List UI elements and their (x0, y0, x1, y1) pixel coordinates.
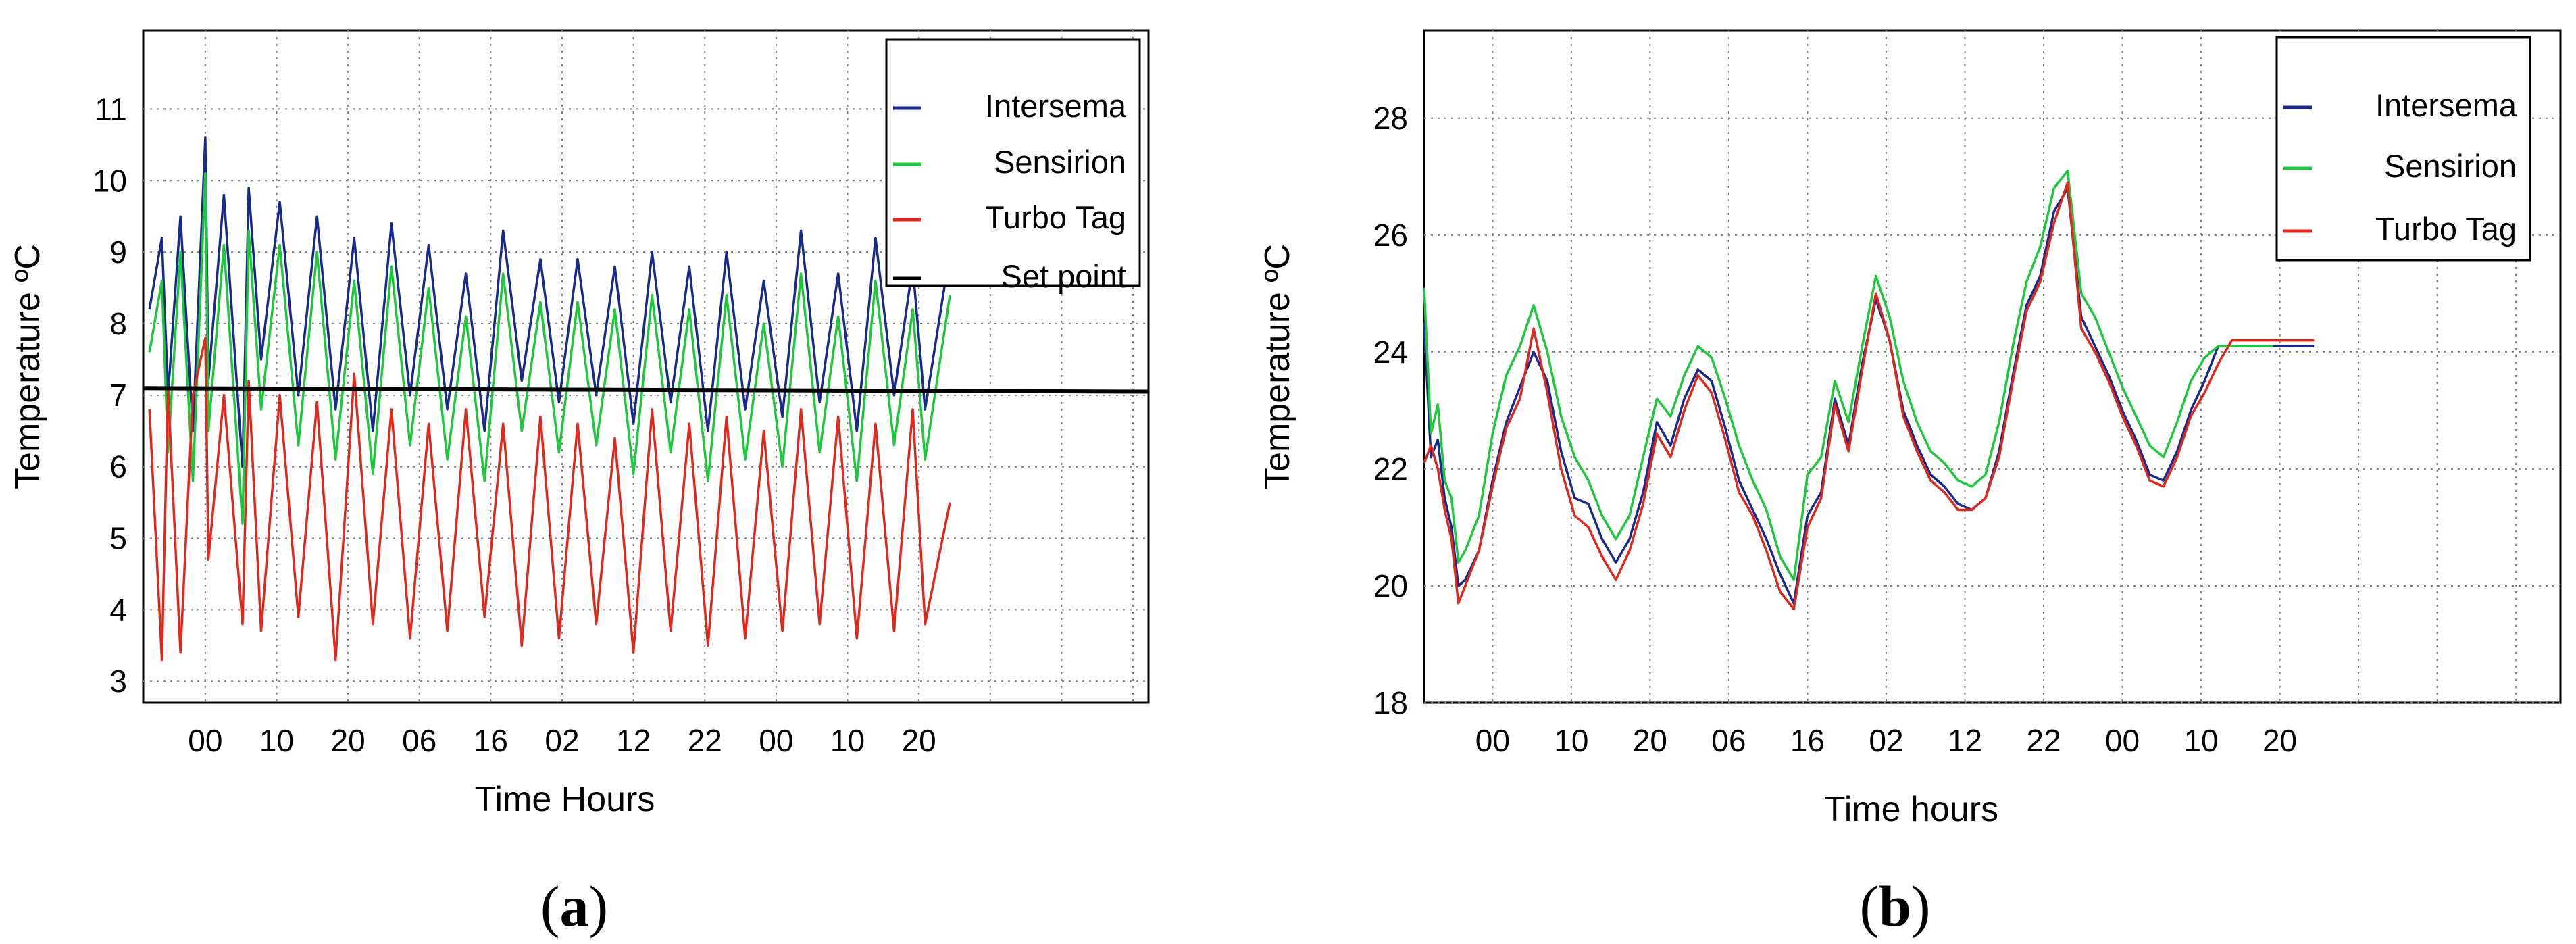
x-tick-label: 12 (1948, 723, 1982, 758)
legend: Intersema Sensirion Turbo Tag (2275, 36, 2531, 262)
x-tick-label: 20 (331, 723, 365, 758)
x-tick-label: 12 (616, 723, 651, 758)
x-tick-label: 20 (2263, 723, 2297, 758)
y-tick-label: 5 (109, 521, 127, 556)
series-group (143, 136, 1149, 662)
y-tick-label: 18 (1373, 685, 1408, 720)
legend-label: Intersema (985, 88, 1127, 124)
y-tick-label: 10 (93, 163, 127, 198)
y-tick-label: 20 (1373, 568, 1408, 603)
x-tick-label: 02 (1869, 723, 1903, 758)
x-tick-label: 10 (2183, 723, 2218, 758)
x-tick-label: 16 (1790, 723, 1825, 758)
legend-label: Intersema (2375, 87, 2517, 123)
x-tick-labels: 00 10 20 06 16 02 12 22 00 10 20 (1475, 723, 2297, 758)
y-tick-label: 11 (95, 91, 127, 126)
x-tick-label: 10 (259, 723, 294, 758)
series-line-turbo-tag (1423, 181, 2315, 611)
x-tick-label: 20 (902, 723, 936, 758)
y-tick-label: 8 (109, 306, 127, 341)
legend-label: Turbo Tag (2375, 211, 2517, 247)
legend-box (2275, 36, 2531, 262)
x-tick-label: 22 (688, 723, 722, 758)
x-tick-label: 02 (545, 723, 579, 758)
y-tick-label: 24 (1373, 334, 1408, 370)
x-tick-labels: 00 10 20 06 16 02 12 22 00 10 20 (188, 723, 936, 758)
x-tick-label: 10 (1554, 723, 1588, 758)
x-tick-label: 10 (830, 723, 865, 758)
chart-panel-b: 18 20 22 24 26 28 00 10 20 06 16 02 12 22 00 10 20 Time h… (1258, 29, 2562, 939)
y-tick-label: 26 (1373, 218, 1408, 253)
series-line-turbo-tag (148, 337, 951, 662)
y-tick-labels: 3 4 5 6 7 8 9 10 11 (93, 91, 127, 699)
x-tick-label: 00 (759, 723, 793, 758)
series-line-intersema (148, 136, 951, 468)
chart-panel-a: 3 4 5 6 7 8 9 10 11 00 10 20 06 16 02 12 22 00 10 20 Time Ho… (8, 29, 1150, 939)
y-tick-label: 6 (109, 449, 127, 485)
y-tick-label: 22 (1373, 451, 1408, 487)
panel-label: (b) (1859, 874, 1930, 939)
x-tick-label: 06 (1711, 723, 1746, 758)
panel-label: (a) (540, 874, 608, 939)
y-tick-labels: 18 20 22 24 26 28 (1373, 101, 1408, 720)
x-tick-label: 00 (2105, 723, 2140, 758)
x-tick-label: 06 (402, 723, 436, 758)
x-axis-label: Time hours (1824, 790, 1998, 829)
series-line-set-point (143, 386, 1149, 394)
legend-label: Sensirion (2384, 148, 2517, 184)
x-tick-label: 00 (1475, 723, 1510, 758)
legend-label: Sensirion (994, 144, 1126, 180)
y-tick-label: 3 (109, 664, 127, 699)
y-tick-label: 9 (109, 234, 127, 270)
y-axis-label: Temperature ºC (1258, 244, 1297, 489)
x-tick-label: 20 (1633, 723, 1667, 758)
series-line-sensirion (148, 172, 951, 526)
y-tick-label: 28 (1373, 101, 1408, 136)
legend-label: Set point (1001, 258, 1126, 294)
series-group (1423, 169, 2315, 611)
y-tick-label: 7 (109, 378, 127, 413)
legend-label: Turbo Tag (985, 199, 1126, 235)
legend-box (885, 38, 1141, 287)
series-line-sensirion (1423, 169, 2273, 582)
x-tick-label: 00 (188, 723, 222, 758)
y-tick-label: 4 (109, 592, 127, 627)
y-axis-label: Temperature ºC (8, 244, 47, 489)
x-axis-label: Time Hours (475, 780, 655, 819)
legend: Intersema Sensirion Turbo Tag Set point (885, 38, 1141, 294)
x-tick-label: 16 (474, 723, 508, 758)
x-tick-label: 22 (2026, 723, 2061, 758)
